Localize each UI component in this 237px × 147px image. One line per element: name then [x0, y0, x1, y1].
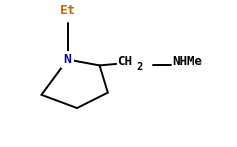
Text: N: N	[64, 53, 72, 66]
Text: CH: CH	[117, 55, 132, 68]
Text: 2: 2	[137, 62, 143, 72]
Text: NHMe: NHMe	[172, 55, 202, 68]
Text: Et: Et	[59, 4, 76, 17]
